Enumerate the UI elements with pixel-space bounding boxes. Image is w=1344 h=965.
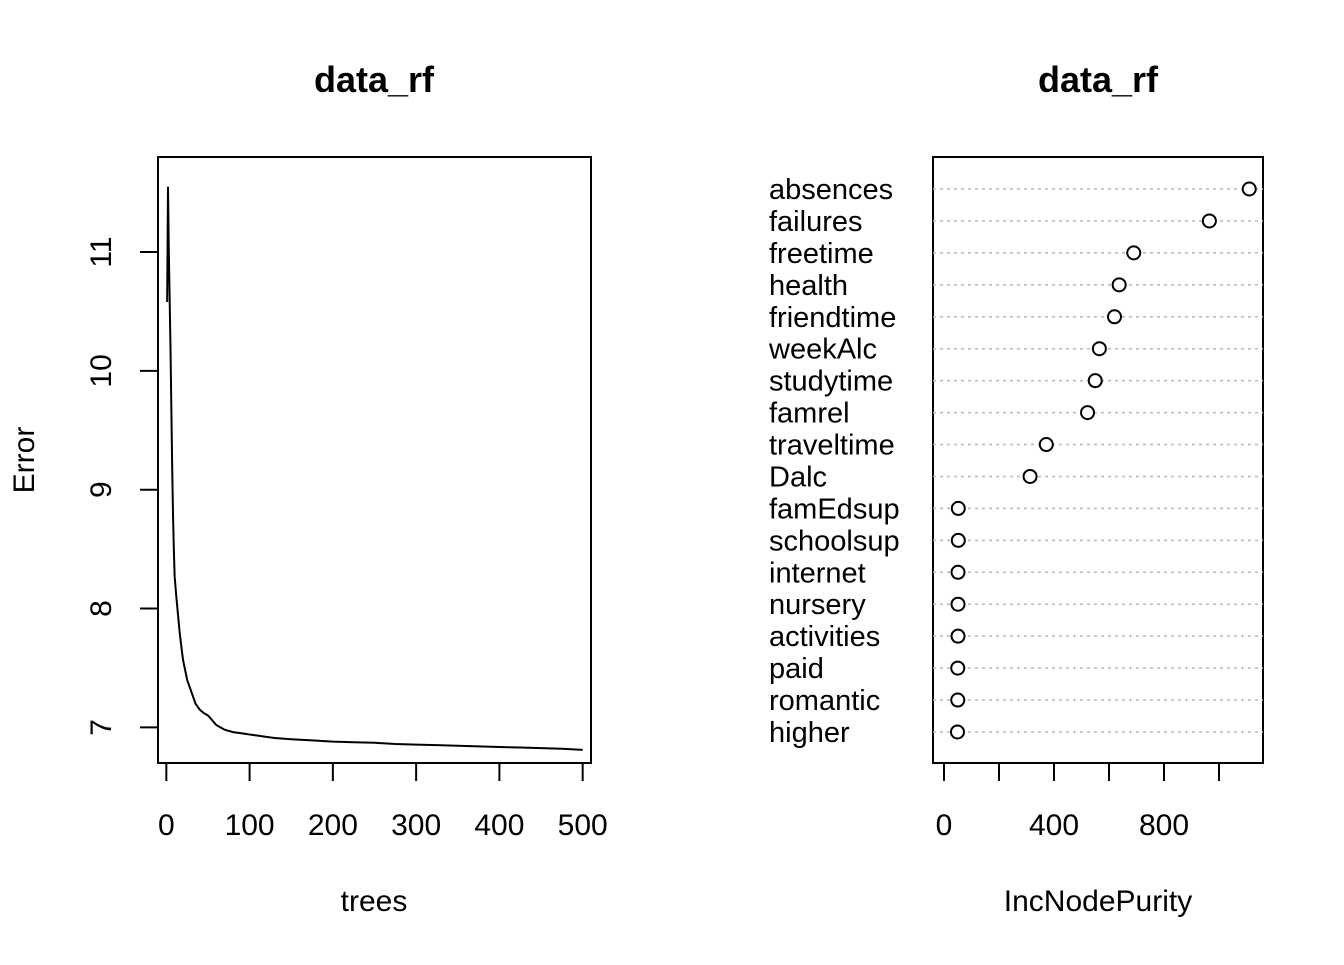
importance-points <box>949 181 1257 740</box>
variable-label: higher <box>769 717 850 749</box>
importance-point <box>1038 437 1054 453</box>
variable-label: famEdsup <box>769 493 900 525</box>
error-x-tick-label: 300 <box>391 809 441 842</box>
error-x-tick-label: 200 <box>308 809 358 842</box>
importance-plot-frame <box>932 156 1264 764</box>
importance-plot-panel: data_rf absencesfailuresfreetimehealthfr… <box>768 59 1264 918</box>
variable-label: nursery <box>769 589 866 621</box>
error-x-tick-label: 500 <box>558 809 608 842</box>
importance-point <box>950 660 966 676</box>
importance-plot-x-axis: 0 400 800 <box>936 762 1220 842</box>
importance-point <box>1091 341 1107 357</box>
importance-x-tick-label: 400 <box>1029 809 1079 842</box>
importance-plot-title: data_rf <box>1038 59 1159 100</box>
variable-label: studytime <box>769 366 893 398</box>
variable-label: activities <box>769 621 880 653</box>
importance-point <box>949 724 965 740</box>
error-y-tick-label: 9 <box>85 481 118 498</box>
importance-point <box>950 692 966 708</box>
error-plot-x-axis: 0 100 200 300 400 500 <box>158 762 608 842</box>
error-plot-frame <box>157 156 592 764</box>
error-y-tick-label: 10 <box>85 354 118 387</box>
error-x-tick-label: 100 <box>225 809 275 842</box>
variable-label: friendtime <box>769 302 896 334</box>
importance-point <box>1201 213 1217 229</box>
variable-label: absences <box>769 174 893 206</box>
variable-label: famrel <box>769 398 850 430</box>
error-y-tick-label: 11 <box>85 236 118 267</box>
error-x-tick-label: 0 <box>158 809 175 842</box>
importance-point <box>1107 309 1122 325</box>
importance-point <box>950 532 966 548</box>
importance-point <box>950 564 966 580</box>
importance-gridlines <box>933 188 1263 733</box>
importance-point <box>1111 277 1127 293</box>
importance-point <box>950 628 966 644</box>
importance-point <box>950 500 966 516</box>
importance-x-tick-label: 0 <box>936 809 953 842</box>
importance-point <box>950 596 966 612</box>
error-plot-x-label: trees <box>341 885 408 918</box>
importance-point <box>1241 181 1257 197</box>
importance-x-tick-label: 800 <box>1139 809 1189 842</box>
error-x-tick-label: 400 <box>474 809 524 842</box>
variable-label: internet <box>769 557 866 589</box>
importance-variable-labels: absencesfailuresfreetimehealthfriendtime… <box>768 174 900 749</box>
variable-label: romantic <box>769 685 880 717</box>
variable-label: weekAlc <box>768 334 877 366</box>
error-plot-title: data_rf <box>314 59 435 100</box>
error-plot-y-axis: 7 8 9 10 11 <box>85 236 159 736</box>
importance-plot-x-label: IncNodePurity <box>1004 885 1192 918</box>
error-y-tick-label: 7 <box>85 719 118 736</box>
error-line <box>166 186 583 751</box>
variable-label: traveltime <box>769 430 895 462</box>
variable-label: failures <box>769 206 863 238</box>
importance-point <box>1022 468 1038 484</box>
error-plot-panel: data_rf 0 100 200 300 400 500 7 8 9 10 11 trees E… <box>8 59 608 918</box>
variable-label: Dalc <box>769 461 827 493</box>
variable-label: freetime <box>769 238 874 270</box>
importance-point <box>1080 405 1096 421</box>
variable-label: health <box>769 270 848 302</box>
error-plot-y-label: Error <box>8 427 41 494</box>
variable-label: schoolsup <box>769 525 900 557</box>
variable-label: paid <box>769 653 824 685</box>
importance-point <box>1087 373 1103 389</box>
error-y-tick-label: 8 <box>85 600 118 617</box>
importance-point <box>1126 245 1142 261</box>
